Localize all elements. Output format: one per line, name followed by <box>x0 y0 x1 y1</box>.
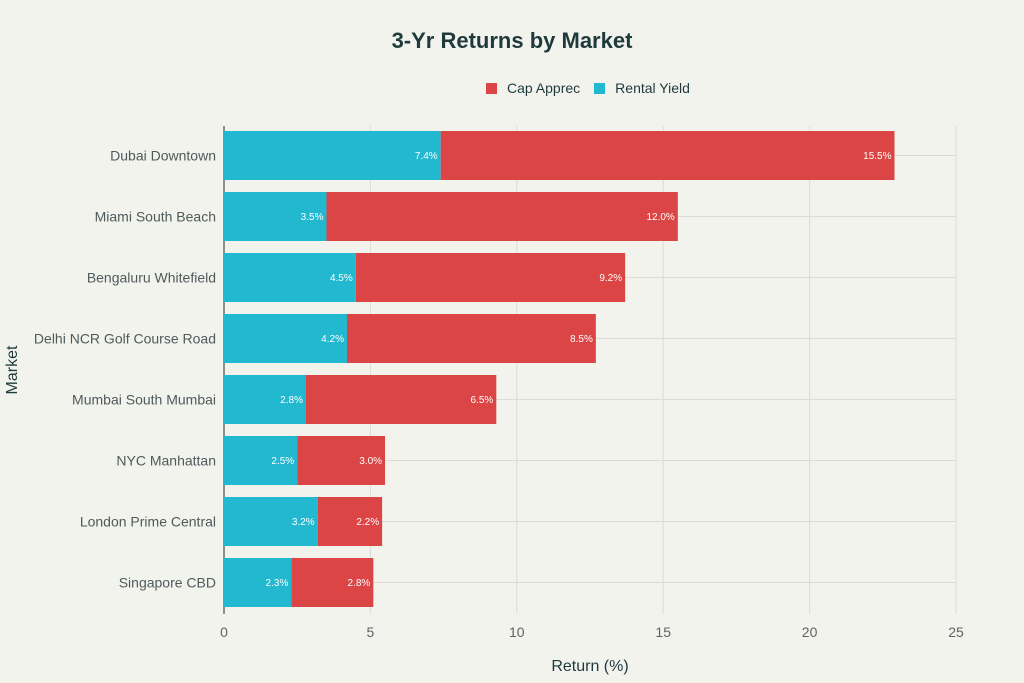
bar-rental-yield <box>224 314 347 363</box>
bar-data-label: 4.5% <box>330 273 353 284</box>
bar-rental-yield <box>224 253 356 302</box>
y-tick-label: Delhi NCR Golf Course Road <box>34 331 216 347</box>
bar-data-label: 2.8% <box>348 578 371 589</box>
legend-swatch <box>486 82 497 94</box>
y-tick-label: Miami South Beach <box>95 209 216 225</box>
y-tick-label: NYC Manhattan <box>116 453 216 469</box>
bar-data-label: 2.2% <box>356 517 379 528</box>
x-axis-title: Return (%) <box>551 658 628 675</box>
bar-cap-apprec <box>326 192 678 241</box>
bar-rental-yield <box>224 497 318 546</box>
bar-data-label: 2.5% <box>271 456 294 467</box>
legend-label: Rental Yield <box>615 80 690 96</box>
legend: Cap Apprec Rental Yield <box>486 80 704 96</box>
bar-data-label: 3.2% <box>292 517 315 528</box>
x-tick-label: 15 <box>655 624 671 640</box>
bar-data-label: 8.5% <box>570 334 593 345</box>
bar-cap-apprec <box>355 253 626 302</box>
bar-data-label: 3.0% <box>359 456 382 467</box>
bar-data-label: 2.3% <box>266 578 289 589</box>
x-tick-label: 5 <box>367 624 375 640</box>
bar-cap-apprec <box>305 375 497 424</box>
bar-cap-apprec <box>291 558 374 607</box>
y-tick-label: Mumbai South Mumbai <box>72 392 216 408</box>
y-tick-label: Dubai Downtown <box>110 148 216 164</box>
bar-data-label: 6.5% <box>471 395 494 406</box>
y-axis-title: Market <box>4 345 21 394</box>
y-tick-label: Bengaluru Whitefield <box>87 270 216 286</box>
x-tick-label: 25 <box>948 624 964 640</box>
bar-rental-yield <box>224 375 306 424</box>
bar-cap-apprec <box>440 131 895 180</box>
bar-cap-apprec <box>317 497 383 546</box>
bar-data-label: 9.2% <box>599 273 622 284</box>
bar-rental-yield <box>224 436 298 485</box>
bar-data-label: 3.5% <box>301 212 324 223</box>
x-tick-label: 10 <box>509 624 525 640</box>
bar-rental-yield <box>224 558 292 607</box>
y-tick-label: London Prime Central <box>80 514 216 530</box>
bar-rental-yield <box>224 192 327 241</box>
bar-data-label: 12.0% <box>646 212 674 223</box>
bar-rental-yield <box>224 131 441 180</box>
bar-data-label: 2.8% <box>280 395 303 406</box>
bar-cap-apprec <box>346 314 596 363</box>
x-tick-label: 20 <box>802 624 818 640</box>
y-tick-label: Singapore CBD <box>119 575 216 591</box>
bar-data-label: 15.5% <box>863 151 891 162</box>
bar-data-label: 4.2% <box>321 334 344 345</box>
legend-item: Cap Apprec <box>486 80 580 96</box>
chart-title: 3-Yr Returns by Market <box>391 28 633 53</box>
legend-label: Cap Apprec <box>507 80 581 96</box>
bar-cap-apprec <box>297 436 386 485</box>
legend-swatch <box>594 82 606 94</box>
x-tick-label: 0 <box>220 624 228 640</box>
bar-data-label: 7.4% <box>415 151 438 162</box>
legend-item: Rental Yield <box>594 80 690 96</box>
